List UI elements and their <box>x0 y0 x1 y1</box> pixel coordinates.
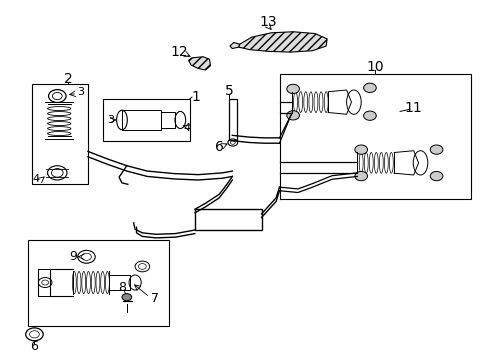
Polygon shape <box>238 32 326 52</box>
Bar <box>28 240 169 326</box>
Text: 10: 10 <box>365 60 383 75</box>
Bar <box>122 110 161 130</box>
Polygon shape <box>229 42 239 49</box>
Circle shape <box>363 111 375 120</box>
Circle shape <box>354 171 367 181</box>
Circle shape <box>286 84 299 94</box>
Text: 6: 6 <box>30 339 39 352</box>
Text: 11: 11 <box>404 101 422 115</box>
Bar <box>228 99 236 140</box>
Circle shape <box>354 145 367 154</box>
Text: 7: 7 <box>150 292 158 305</box>
Text: 6: 6 <box>214 140 223 154</box>
Polygon shape <box>188 57 210 70</box>
Text: 4: 4 <box>183 123 190 133</box>
Bar <box>102 99 190 141</box>
Circle shape <box>122 294 131 301</box>
Circle shape <box>286 111 299 120</box>
Text: 4: 4 <box>33 174 40 184</box>
Bar <box>31 84 88 184</box>
Text: 9: 9 <box>69 250 77 263</box>
Bar <box>195 208 261 230</box>
Bar <box>109 275 130 290</box>
Circle shape <box>429 171 442 181</box>
Circle shape <box>363 83 375 93</box>
Text: 13: 13 <box>259 15 276 29</box>
Bar <box>161 112 175 128</box>
Text: 3: 3 <box>107 115 114 125</box>
Text: 5: 5 <box>224 84 233 98</box>
Text: 8: 8 <box>118 282 126 294</box>
Text: 12: 12 <box>170 45 187 59</box>
Text: 1: 1 <box>191 90 200 104</box>
Text: 3: 3 <box>77 87 84 98</box>
Text: 2: 2 <box>64 72 73 86</box>
Circle shape <box>429 145 442 154</box>
